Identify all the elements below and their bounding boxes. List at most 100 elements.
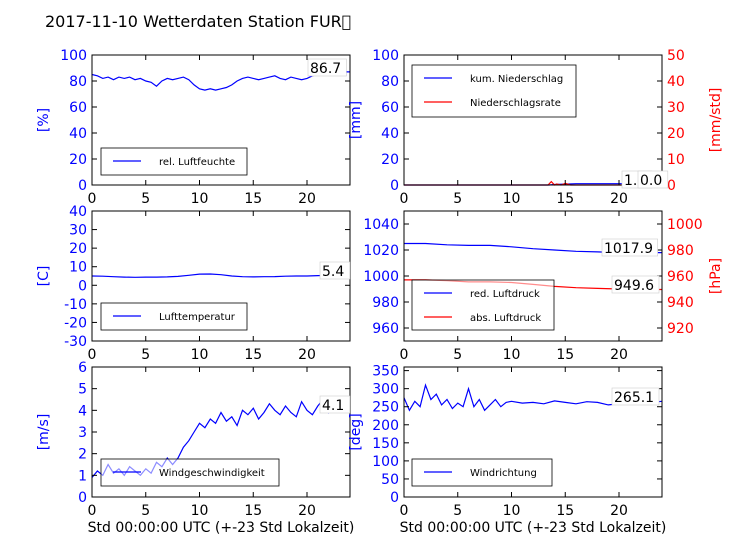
x-tick-label: 15 <box>244 191 262 207</box>
panel-temperature: 0 5 10 15 20 -30 -20 -10 0 10 20 30 40 [C] 5.4 Lufttemp… <box>36 204 351 363</box>
panel-winddirection: 0 5 10 15 20050100150200250300350[deg]265.1W… <box>348 364 663 519</box>
y-tick-label-right: 40 <box>667 74 685 90</box>
y-tick-label-right: 30 <box>667 100 685 116</box>
x-tick-label: 20 <box>298 503 316 519</box>
plot-frame-humidity <box>91 54 351 186</box>
y-tick-label: -30 <box>64 334 87 350</box>
legend-entry: Windgeschwindigkeit <box>159 468 265 479</box>
y-tick-label: 60 <box>69 100 87 116</box>
x-tick-label: 20 <box>298 347 316 363</box>
y-tick-label: 6 <box>78 360 87 376</box>
series-line-temperature-0 <box>91 273 351 278</box>
x-tick-label: 20 <box>610 503 628 519</box>
y-tick-label: 0 <box>390 490 399 506</box>
y-tick-label-right: 920 <box>667 321 694 337</box>
x-tick-label: 10 <box>503 347 521 363</box>
x-tick-label: 0 <box>400 503 409 519</box>
figure-title: 2017-11-10 Wetterdaten Station FUR  <box>45 12 351 31</box>
x-tick-label: 0 <box>88 191 97 207</box>
x-axis-label-right: Std 00:00:00 UTC (+-23 Std Lokalzeit) <box>400 520 667 536</box>
x-tick-label: 10 <box>503 503 521 519</box>
y-tick-label-right: 980 <box>667 243 694 259</box>
x-tick-label: 20 <box>298 191 316 207</box>
x-tick-label: 20 <box>610 347 628 363</box>
x-tick-label: 5 <box>141 503 150 519</box>
x-tick-label: 15 <box>244 503 262 519</box>
y-axis-label: [mm] <box>348 101 364 139</box>
y-tick-label-right: 10 <box>667 152 685 168</box>
last-value-label: 265.1 <box>614 390 654 406</box>
panel-windspeed: 0 5 10 15 20 0 1 2 3 4 5 6 [m/s] 4.1 Windgeschwindigke… <box>36 360 351 519</box>
x-tick-label: 20 <box>610 191 628 207</box>
panel-pressure: 0 5 10 15 20 960 980 1000 1020 1040 920 940 960 980 10… <box>363 210 724 363</box>
x-tick-label: 5 <box>453 191 462 207</box>
legend-entry: abs. Luftdruck <box>470 313 541 324</box>
legend-windspeed: Windgeschwindigkeit <box>100 458 280 487</box>
y-tick-label: 2 <box>78 447 87 463</box>
series-line-humidity-0 <box>91 71 350 91</box>
last-value-label-box <box>601 238 658 257</box>
legend-box <box>411 279 555 331</box>
y-tick-label-right: 0 <box>667 178 676 194</box>
y-tick-label: 250 <box>372 400 399 416</box>
legend-entry: red. Luftdruck <box>470 289 540 300</box>
y-tick-label: 20 <box>381 152 399 168</box>
y-tick-label: 150 <box>372 436 399 452</box>
series-line-winddirection-0 <box>403 383 663 412</box>
x-tick-label: 5 <box>453 347 462 363</box>
y-tick-label: 40 <box>381 126 399 142</box>
y-tick-label: 5 <box>78 382 87 398</box>
last-value-label: 4.1 <box>322 398 344 414</box>
last-value-label-right: 0.0 <box>640 173 662 189</box>
x-tick-label: 15 <box>556 503 574 519</box>
y-tick-label: 40 <box>69 126 87 142</box>
legend-entry: Lufttemperatur <box>159 312 236 323</box>
y-tick-label: 20 <box>69 241 87 257</box>
y-tick-label: 980 <box>372 295 399 311</box>
y-tick-label: 1 <box>78 468 87 484</box>
plot-frame-precipitation <box>403 54 663 186</box>
x-tick-label: 15 <box>244 347 262 363</box>
legend-entry: rel. Luftfeuchte <box>159 157 235 168</box>
x-tick-label: 15 <box>556 191 574 207</box>
x-tick-label: 0 <box>88 503 97 519</box>
last-value-label-right-box <box>637 170 669 189</box>
last-value-label-box <box>307 58 347 77</box>
x-axis-label-left: Std 00:00:00 UTC (+-23 Std Lokalzeit) <box>88 520 355 536</box>
y-tick-label: 30 <box>69 223 87 239</box>
y-tick-label: 0 <box>78 490 87 506</box>
y-tick-label: 100 <box>372 454 399 470</box>
legend-temperature: Lufttemperatur <box>100 302 248 331</box>
y-axis-label: [deg] <box>348 413 364 450</box>
y-tick-label: -10 <box>64 297 87 313</box>
legend-precipitation: kum. Niederschlag Niederschlagsrate <box>411 64 577 118</box>
x-tick-label: 0 <box>88 347 97 363</box>
last-value-label: 86.7 <box>310 61 341 77</box>
last-value-label-box <box>319 395 351 414</box>
y-axis-label: [%] <box>36 108 52 132</box>
y-tick-label: 3 <box>78 425 87 441</box>
y-tick-label: 0 <box>78 278 87 294</box>
y-tick-label: 300 <box>372 382 399 398</box>
y-tick-label: 100 <box>372 48 399 64</box>
legend-pressure: red. Luftdruck abs. Luftdruck <box>411 279 555 331</box>
legend-box <box>100 147 248 176</box>
y-tick-label: 80 <box>381 74 399 90</box>
y-tick-label-right: 960 <box>667 269 694 285</box>
x-tick-label: 0 <box>400 191 409 207</box>
y-tick-label: 960 <box>372 321 399 337</box>
x-tick-label: 5 <box>453 503 462 519</box>
y-tick-label: 1040 <box>363 217 399 233</box>
y-tick-label-right: 20 <box>667 126 685 142</box>
y-tick-label: 0 <box>390 178 399 194</box>
y-tick-label: 1020 <box>363 243 399 259</box>
last-value-label: 1017.9 <box>604 241 653 257</box>
x-tick-label: 10 <box>191 191 209 207</box>
y-tick-label: 80 <box>69 74 87 90</box>
last-value-label-box <box>319 261 351 280</box>
last-value-label: 5.4 <box>322 264 344 280</box>
y-tick-label: 4 <box>78 403 87 419</box>
last-value-label-right-box <box>611 275 660 294</box>
y-tick-label-right: 940 <box>667 295 694 311</box>
